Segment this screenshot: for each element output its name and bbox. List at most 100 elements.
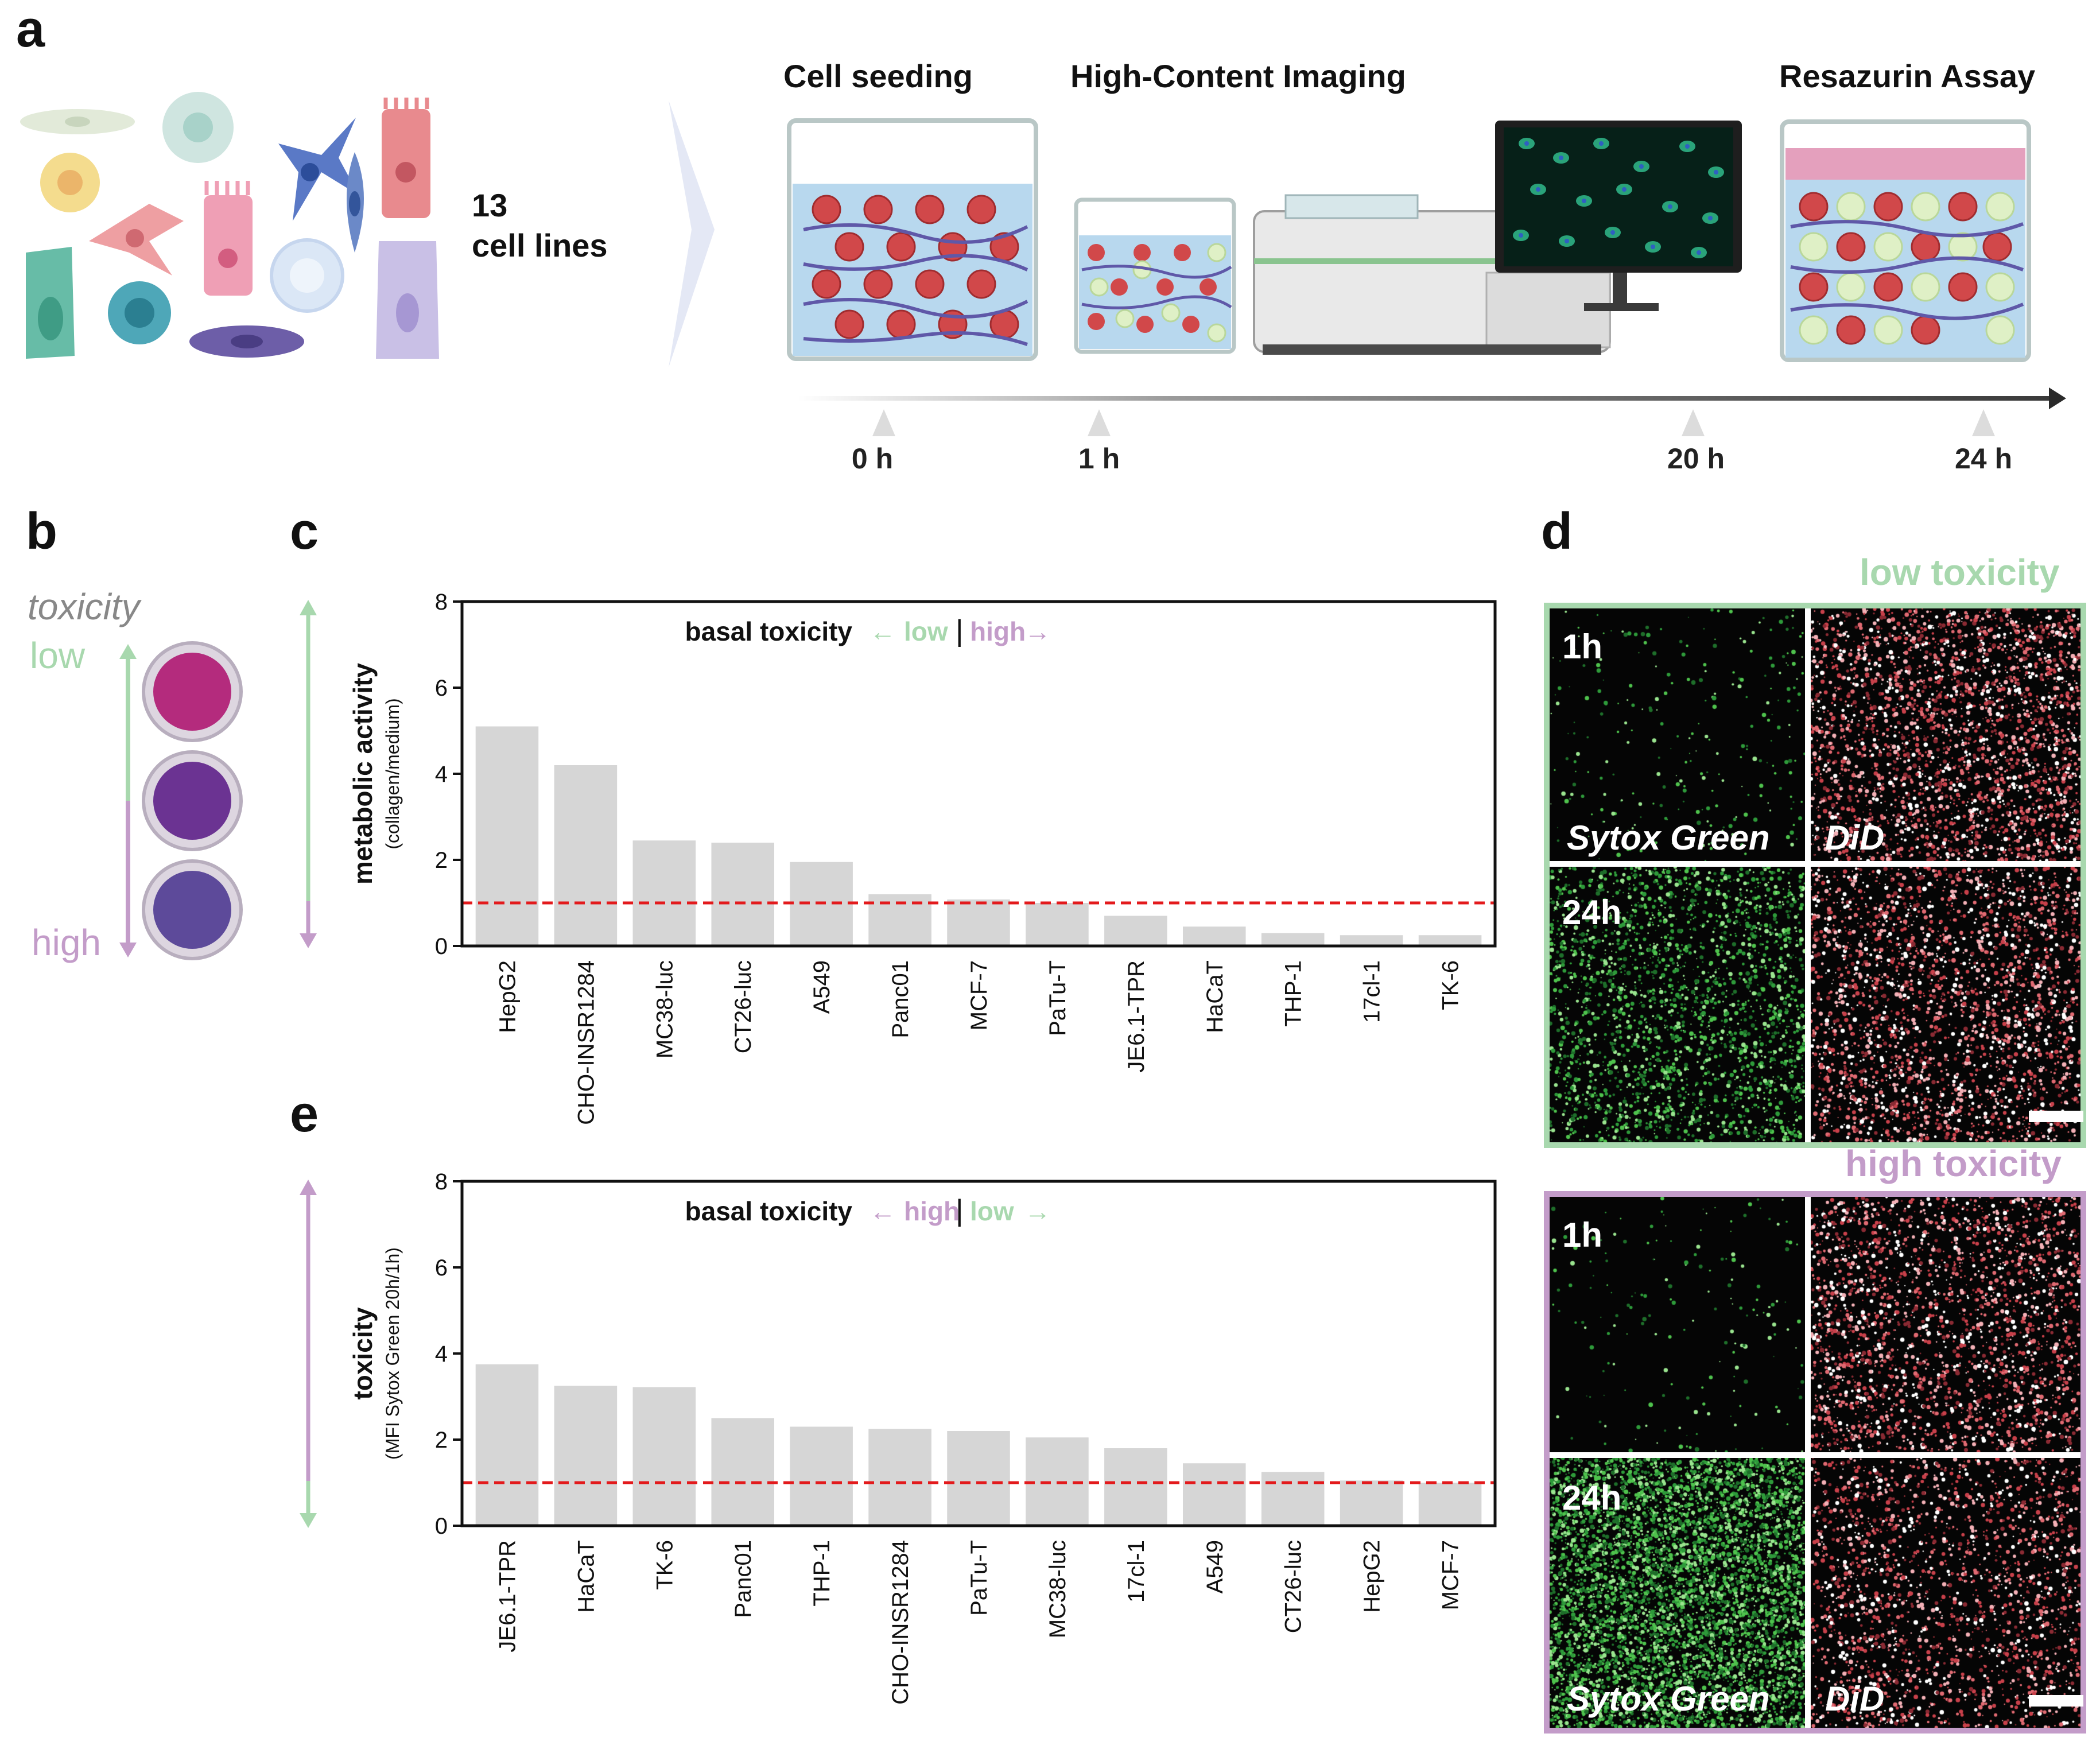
label-high-did: DiD [1825, 1680, 1885, 1718]
micrograph-texture [1550, 867, 1805, 1142]
bar-JE6.1-TPR [1104, 916, 1167, 946]
x-tick-label: 17cl-1 [1360, 960, 1385, 1023]
workflow-schematic [20, 92, 2066, 436]
micro-low-24h-did [1811, 867, 2080, 1142]
x-tick-label: HepG2 [495, 960, 520, 1033]
annotation-right-word: low [970, 1196, 1014, 1226]
micro-low-1h-did [1811, 608, 2080, 861]
side-arrow-up-icon [300, 600, 317, 615]
annotation-right-arrow-icon: → [1024, 1196, 1051, 1226]
y-tick-label: 0 [435, 1514, 448, 1539]
toxicity-low-label: low [30, 635, 86, 676]
micro-high-24h-sytox [1550, 1458, 1805, 1728]
micro-low-24h-sytox [1550, 867, 1805, 1142]
scale-bar [2029, 1111, 2083, 1122]
annotation-left-word: low [904, 616, 948, 646]
annotation-left-arrow-icon: ← [869, 1196, 896, 1226]
bar-Panc01 [711, 1418, 774, 1526]
y-tick-label: 4 [435, 1341, 448, 1367]
well-resazurin [1780, 119, 2031, 362]
x-tick-label: 17cl-1 [1124, 1540, 1149, 1603]
micro-high-1h-did [1811, 1197, 2080, 1452]
annotation-left-word: high [904, 1196, 960, 1226]
y-tick-label: 8 [435, 1169, 448, 1195]
panel-letter-e: e [290, 1085, 319, 1143]
toxicity-high-label: high [32, 922, 101, 963]
y-tick-label: 2 [435, 848, 448, 873]
toxicity-gradient-arrow [119, 644, 137, 957]
scale-bar [2029, 1695, 2083, 1707]
micrograph-texture [1550, 1197, 1805, 1452]
label-low-1h: 1h [1562, 627, 1603, 666]
x-tick-label: A549 [809, 960, 834, 1014]
y-tick-label: 4 [435, 762, 448, 787]
x-tick-label: CT26-luc [1281, 1540, 1306, 1633]
label-high-sytox: Sytox Green [1567, 1680, 1770, 1718]
bar-HaCaT [554, 1386, 618, 1526]
timepoint-24h: 24 h [1954, 443, 2013, 475]
bar-JE6.1-TPR [475, 1364, 539, 1526]
micrograph-texture [1811, 867, 2080, 1142]
annotation-prefix: basal toxicity [685, 616, 853, 646]
panel-letter-d: d [1541, 503, 1573, 560]
micrograph-texture [1811, 608, 2080, 861]
micrograph-texture [1550, 1458, 1805, 1728]
y-axis-sublabel: (MFI Sytox Green 20h/1h) [382, 1247, 403, 1460]
label-low-sytox: Sytox Green [1567, 819, 1770, 857]
label-high-1h: 1h [1562, 1216, 1603, 1254]
y-tick-label: 8 [435, 590, 448, 615]
toxicity-scale-title: toxicity [28, 586, 140, 627]
panel-letter-b: b [26, 503, 57, 560]
micro-high-24h-did [1811, 1458, 2080, 1728]
step-cell-seeding: Cell seeding [783, 58, 973, 94]
annotation-right-arrow-icon: → [1024, 616, 1051, 646]
cell-cartoons [20, 92, 439, 359]
x-tick-label: JE6.1-TPR [495, 1540, 520, 1653]
label-low-did: DiD [1825, 819, 1885, 857]
bar-PaTu-T [1026, 903, 1089, 946]
micrograph-texture [1550, 608, 1805, 861]
annotation-left-arrow-icon: ← [869, 616, 896, 646]
bar-CT26-luc [711, 843, 774, 946]
x-tick-label: THP-1 [809, 1540, 834, 1607]
x-tick-label: THP-1 [1281, 960, 1306, 1027]
y-tick-label: 2 [435, 1428, 448, 1453]
x-tick-label: Panc01 [731, 1540, 756, 1618]
low-toxicity-title: low toxicity [1860, 552, 2060, 593]
x-tick-label: MC38-luc [1045, 1540, 1070, 1638]
x-tick-label: HaCaT [1202, 960, 1228, 1033]
well-1h [1074, 197, 1236, 354]
x-tick-label: CHO-INSR1284 [888, 1540, 913, 1705]
x-tick-label: A549 [1202, 1540, 1228, 1593]
x-tick-label: CHO-INSR1284 [573, 960, 599, 1125]
high-toxicity-title: high toxicity [1845, 1143, 2062, 1184]
bar-TK-6 [1418, 935, 1482, 946]
bar-MC38-luc [632, 840, 696, 946]
resazurin-wells [119, 641, 243, 960]
annotation-right-word: high [970, 616, 1026, 646]
side-arrow-down-icon [300, 933, 317, 948]
x-tick-label: MCF-7 [966, 960, 992, 1030]
y-axis-label: toxicity [348, 1307, 378, 1399]
well-cell-seeding [787, 118, 1038, 361]
label-high-24h: 24h [1562, 1479, 1622, 1517]
y-tick-label: 6 [435, 676, 448, 701]
cell-count: 13 [472, 187, 508, 223]
bar-THP-1 [1261, 933, 1325, 946]
monitor [1495, 121, 1742, 311]
x-tick-label: TK-6 [1438, 960, 1464, 1010]
micrograph-texture [1811, 1197, 2080, 1452]
x-tick-label: Panc01 [888, 960, 913, 1038]
low-toxicity-grid: 1h Sytox Green DiD 24h [1544, 603, 2086, 1148]
side-arrow-down-icon [300, 1513, 317, 1528]
annotation-prefix: basal toxicity [685, 1196, 853, 1226]
bar-CHO-INSR1284 [554, 765, 618, 946]
x-tick-label: JE6.1-TPR [1124, 960, 1149, 1073]
timepoint-1h: 1 h [1078, 443, 1120, 475]
x-tick-label: HaCaT [573, 1540, 599, 1613]
micro-low-1h-sytox [1550, 608, 1805, 861]
bar-A549 [1183, 1463, 1246, 1526]
bar-HepG2 [475, 726, 539, 946]
bar-CT26-luc [1261, 1472, 1325, 1526]
step-resazurin-assay: Resazurin Assay [1779, 58, 2036, 94]
